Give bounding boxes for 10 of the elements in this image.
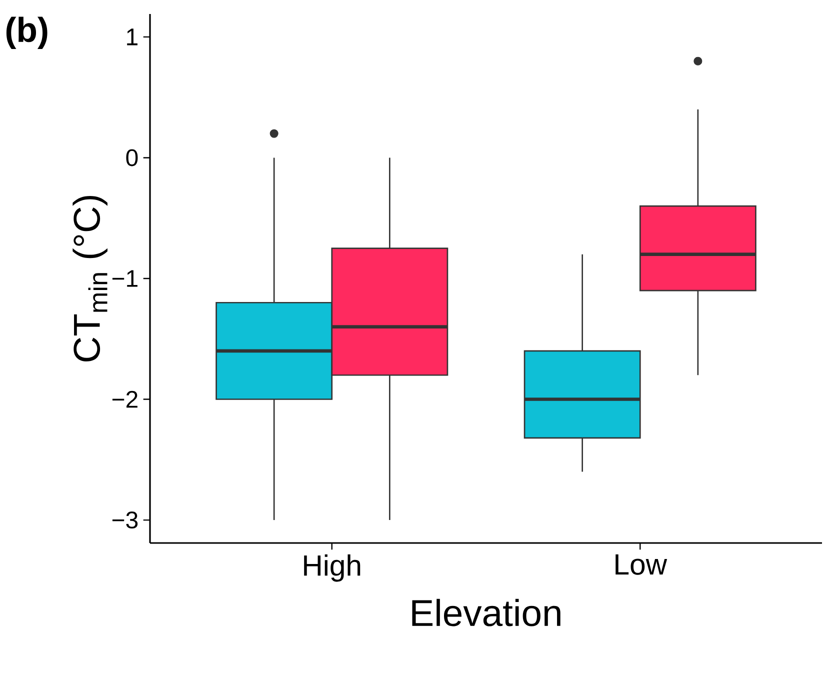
y-tick-label: −3 xyxy=(112,512,138,529)
y-axis-title: CT$_{min}$ (°C) xyxy=(72,196,108,362)
y-tick-label: 0 xyxy=(126,149,138,166)
x-axis-title: Elevation xyxy=(412,598,560,626)
x-tick-label: High xyxy=(304,554,360,582)
x-tick-label: Low xyxy=(616,554,668,575)
y-tick-label: −2 xyxy=(112,390,138,408)
chart-title: (b) xyxy=(6,16,48,50)
y-tick-label: −1 xyxy=(112,270,138,287)
y-tick-label: 1 xyxy=(127,28,138,46)
